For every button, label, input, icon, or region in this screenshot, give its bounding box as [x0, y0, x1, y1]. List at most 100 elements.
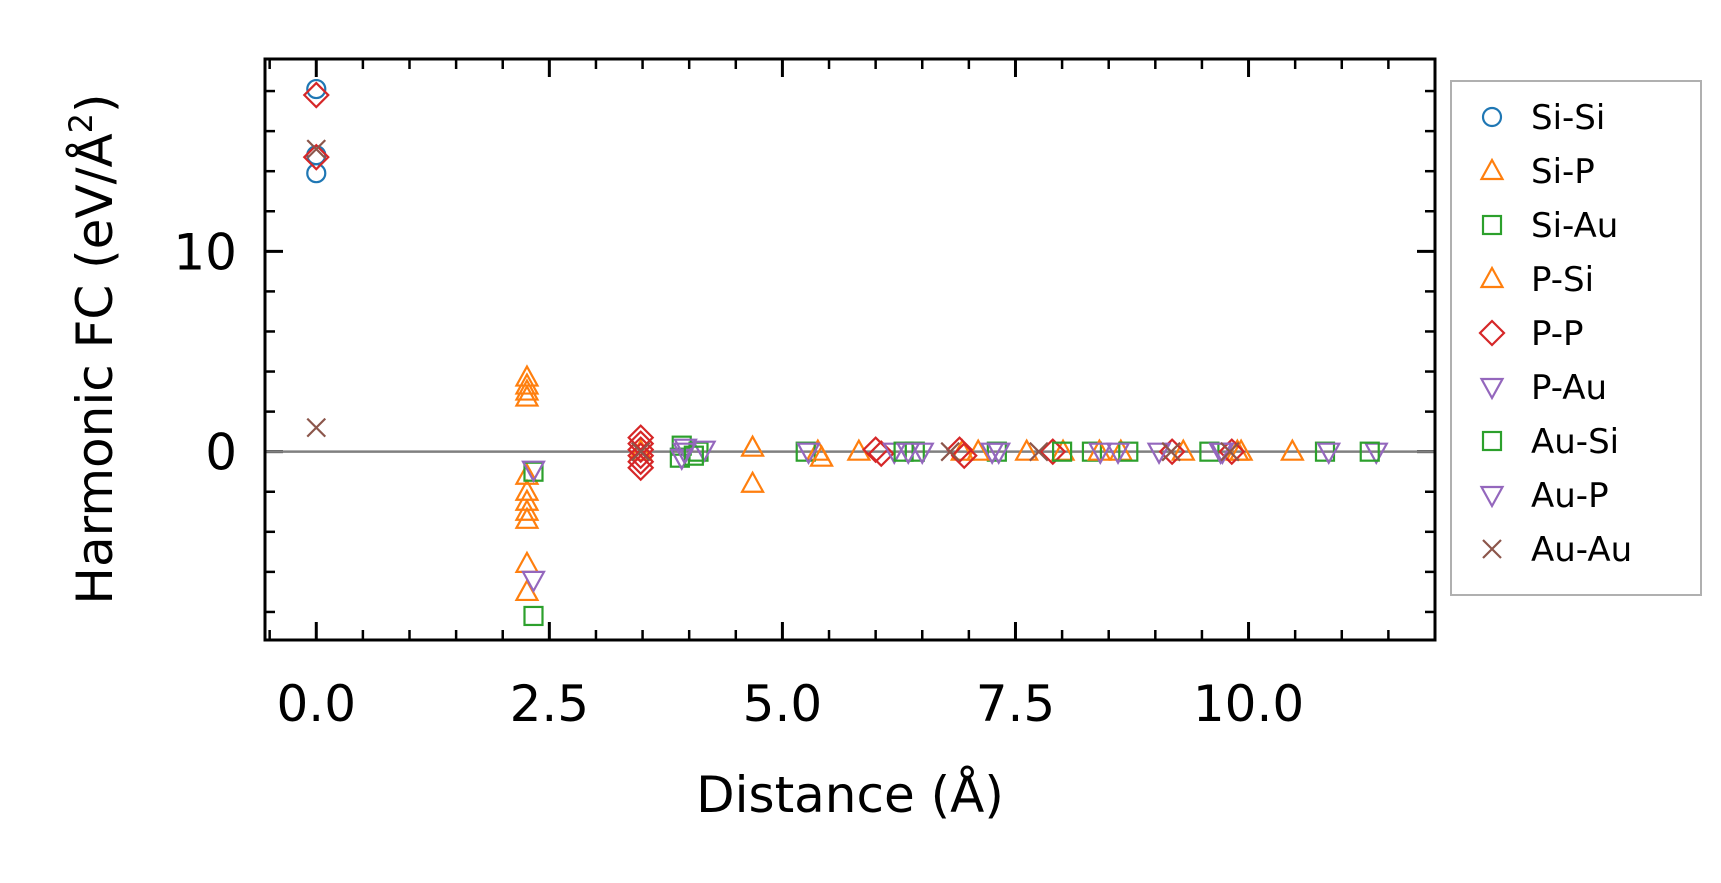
- legend-entry-au-p: Au-P: [1479, 476, 1609, 516]
- legend-marker-si-si: [1481, 106, 1503, 128]
- legend-marker-p-p: [1478, 319, 1506, 347]
- series-p-si: [809, 438, 1254, 467]
- x-tick-label: 10.0: [1193, 675, 1304, 733]
- legend-label-p-au: P-Au: [1531, 368, 1607, 408]
- point-si-au: [523, 605, 544, 627]
- legend-marker-au-au: [1482, 539, 1502, 559]
- point-p-au: [1087, 442, 1113, 465]
- point-p-p: [302, 81, 330, 109]
- point-au-au: [1220, 441, 1240, 462]
- point-au-au: [940, 441, 960, 462]
- y-axis-label-main: Harmonic FC (eV/Å: [66, 133, 124, 604]
- point-p-au: [691, 440, 717, 463]
- point-p-si: [809, 444, 834, 467]
- y-tick-label: 10: [173, 223, 237, 281]
- legend-entry-p-p: P-P: [1478, 314, 1584, 354]
- point-au-au: [630, 441, 651, 462]
- legend-marker-si-p: [1479, 157, 1505, 181]
- legend-box: [1450, 80, 1702, 596]
- legend-label-au-si: Au-Si: [1531, 422, 1619, 462]
- x-axis-label: Distance (Å): [696, 766, 1004, 824]
- legend-label-p-p: P-P: [1531, 314, 1584, 354]
- y-axis-label-sup: 2: [62, 113, 100, 133]
- legend-label-p-si: P-Si: [1531, 260, 1594, 300]
- point-p-p: [627, 436, 655, 464]
- point-si-p: [1279, 438, 1305, 461]
- point-au-au: [306, 417, 327, 438]
- point-p-p: [950, 442, 978, 470]
- series-si-p: [514, 364, 1305, 602]
- point-si-p: [514, 372, 540, 395]
- legend-entry-si-si: Si-Si: [1481, 98, 1605, 138]
- legend-label-si-au: Si-Au: [1531, 206, 1618, 246]
- point-si-p: [1014, 438, 1040, 461]
- point-au-si: [1359, 441, 1380, 462]
- x-tick-label: 5.0: [743, 675, 823, 733]
- point-au-au: [1161, 441, 1181, 462]
- series-au-au: [306, 139, 1240, 462]
- point-p-p: [1218, 438, 1246, 466]
- point-p-p: [1039, 438, 1067, 466]
- legend-marker-p-si: [1479, 265, 1505, 289]
- legend-label-au-p: Au-P: [1531, 476, 1609, 516]
- series-si-au: [523, 435, 1336, 627]
- legend-marker-au-p: [1479, 485, 1505, 509]
- axis-ticks: [265, 59, 1437, 640]
- legend-marker-p-au: [1479, 377, 1505, 401]
- legend-label-si-si: Si-Si: [1531, 98, 1605, 138]
- legend-entry-p-au: P-Au: [1479, 368, 1607, 408]
- plot-area-frame: [263, 57, 1437, 642]
- data-points: [302, 78, 1389, 627]
- series-si-si: [306, 78, 327, 184]
- x-tick-label: 0.0: [277, 675, 357, 733]
- point-p-au: [909, 442, 935, 465]
- point-si-p: [846, 438, 872, 461]
- point-au-p: [895, 442, 921, 465]
- y-axis-label: Harmonic FC (eV/Å2): [62, 93, 124, 604]
- point-au-p: [1105, 442, 1131, 465]
- point-si-p: [514, 506, 540, 529]
- point-p-p: [302, 143, 330, 171]
- legend-entry-au-au: Au-Au: [1482, 530, 1632, 570]
- x-tick-label: 2.5: [510, 675, 590, 733]
- legend-marker-au-si: [1481, 430, 1503, 452]
- point-p-au: [1146, 442, 1172, 465]
- point-p-au: [673, 438, 698, 461]
- point-p-p: [627, 442, 655, 470]
- point-si-si: [306, 78, 327, 100]
- point-au-au: [306, 139, 327, 159]
- legend-entry-p-si: P-Si: [1479, 260, 1594, 300]
- point-p-p: [627, 454, 655, 482]
- series-p-p: [302, 81, 1246, 482]
- point-si-p: [514, 378, 540, 401]
- x-tick-labels: 0.0 2.5 5.0 7.5 10.0: [277, 675, 1305, 733]
- legend-entry-si-au: Si-Au: [1481, 206, 1618, 246]
- point-p-p: [867, 440, 895, 468]
- legend-marker-si-au: [1481, 214, 1503, 236]
- point-p-si: [1170, 438, 1196, 461]
- x-tick-label: 7.5: [976, 675, 1056, 733]
- point-au-p: [672, 442, 697, 465]
- point-au-p: [979, 442, 1005, 465]
- point-p-p: [627, 448, 655, 476]
- legend-label-si-p: Si-P: [1531, 152, 1595, 192]
- point-au-si: [1051, 441, 1073, 462]
- legend-entry-au-si: Au-Si: [1481, 422, 1619, 462]
- point-si-p: [514, 550, 540, 573]
- point-p-au: [1316, 442, 1342, 465]
- point-si-p: [514, 462, 540, 485]
- legend-label-au-au: Au-Au: [1531, 530, 1632, 570]
- point-p-p: [1158, 438, 1186, 466]
- legend: Si-Si Si-P Si-Au P-Si P-P P-Au Au-Si Au-P Au-Au: [1450, 80, 1702, 596]
- point-si-p: [514, 498, 540, 521]
- point-si-p: [740, 434, 765, 457]
- point-p-si: [965, 438, 991, 461]
- point-p-au: [521, 570, 546, 594]
- y-axis-label-end: ): [66, 93, 124, 113]
- y-tick-labels: 0 10: [173, 223, 237, 481]
- point-si-si: [306, 163, 327, 184]
- point-p-au: [796, 442, 821, 465]
- legend-entry-si-p: Si-P: [1479, 152, 1595, 192]
- point-si-p: [740, 470, 765, 493]
